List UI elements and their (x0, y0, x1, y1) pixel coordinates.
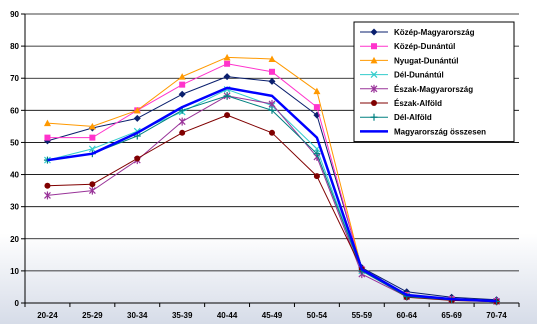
data-point (44, 134, 51, 141)
data-point (89, 134, 96, 141)
data-point (223, 92, 231, 100)
legend-label: Észak-Alföld (394, 99, 442, 108)
y-tick-label: 40 (10, 171, 19, 180)
data-point (268, 55, 276, 62)
data-point (179, 81, 186, 88)
legend-label: Nyugat-Dunántúl (394, 56, 458, 65)
legend-box (353, 21, 515, 143)
data-point (371, 43, 377, 50)
data-point (268, 99, 276, 108)
data-point (268, 106, 276, 114)
data-point (370, 71, 378, 79)
x-tick-label: 50-54 (307, 311, 328, 320)
y-tick-label: 20 (10, 235, 19, 244)
data-point (370, 28, 378, 36)
data-point (268, 77, 276, 85)
data-point (44, 191, 51, 200)
y-tick-label: 70 (10, 74, 19, 83)
x-tick-label: 70-74 (486, 311, 507, 320)
data-point (179, 129, 186, 136)
legend-label: Észak-Magyarország (394, 85, 473, 94)
legend-label: Közép-Magyarország (394, 28, 475, 37)
data-point (224, 60, 231, 67)
data-point (370, 56, 378, 64)
legend-item: Észak-Alföld (360, 99, 442, 108)
legend: Közép-Magyarország Közép-Dunántúl Nyugat-D… (353, 21, 515, 143)
data-point (133, 114, 141, 122)
series-lines (43, 53, 501, 306)
x-tick-label: 35-39 (172, 311, 193, 320)
x-tick-label: 20-24 (37, 311, 58, 320)
data-point (269, 129, 275, 136)
y-tick-label: 10 (10, 267, 19, 276)
y-tick-label: 60 (10, 106, 19, 115)
data-point (134, 155, 141, 162)
x-tick-label: 60-64 (396, 311, 417, 320)
data-point (43, 119, 51, 127)
data-point (370, 84, 378, 93)
data-point (223, 53, 231, 61)
x-tick-label: 45-49 (262, 311, 283, 320)
data-point (313, 150, 321, 158)
marker-stroke (88, 145, 96, 153)
data-point (370, 113, 378, 121)
data-point (371, 100, 377, 106)
series-Magyarország összesen (47, 86, 497, 303)
y-tick-label: 30 (10, 203, 19, 212)
axes: 0 10 20 30 40 50 60 70 80 90 20-24 25-29 30-34 35-39 4… (10, 10, 520, 320)
data-point (223, 73, 231, 81)
x-tick-label: 65-69 (441, 311, 462, 320)
x-tick-label: 55-59 (352, 311, 373, 320)
legend-label: Magyarország összesen (394, 127, 486, 136)
data-point (313, 104, 320, 111)
x-tick-label: 30-34 (127, 311, 148, 320)
legend-item: Dél-Alföld (360, 113, 432, 122)
data-point (89, 181, 96, 188)
data-point (88, 186, 96, 195)
legend-item: Nyugat-Dunántúl (360, 56, 458, 65)
y-tick-label: 80 (10, 42, 19, 51)
data-point (178, 117, 186, 126)
data-point (313, 87, 321, 95)
data-point (88, 145, 96, 153)
legend-label: Dél-Dunántúl (394, 71, 444, 80)
legend-item: Dél-Dunántúl (360, 71, 444, 80)
x-tick-label: 40-44 (217, 311, 238, 320)
x-tick-label: 25-29 (82, 311, 103, 320)
data-point (133, 106, 141, 114)
legend-item: Közép-Dunántúl (360, 42, 455, 51)
legend-label: Dél-Alföld (394, 113, 432, 122)
data-point (178, 73, 186, 80)
y-tick-label: 0 (15, 299, 20, 308)
legend-item: Észak-Magyarország (360, 84, 473, 94)
data-point (269, 68, 275, 75)
data-point (44, 182, 51, 189)
legend-item: Magyarország összesen (360, 127, 486, 136)
legend-label: Közép-Dunántúl (394, 42, 455, 51)
data-point (88, 122, 96, 130)
series-line (47, 86, 497, 303)
y-tick-label: 50 (10, 138, 19, 147)
marker-stroke (370, 71, 378, 79)
legend-item: Közép-Magyarország (360, 28, 475, 37)
data-point (313, 173, 320, 180)
data-point (178, 90, 186, 98)
y-tick-label: 90 (10, 10, 19, 19)
data-point (224, 112, 231, 119)
